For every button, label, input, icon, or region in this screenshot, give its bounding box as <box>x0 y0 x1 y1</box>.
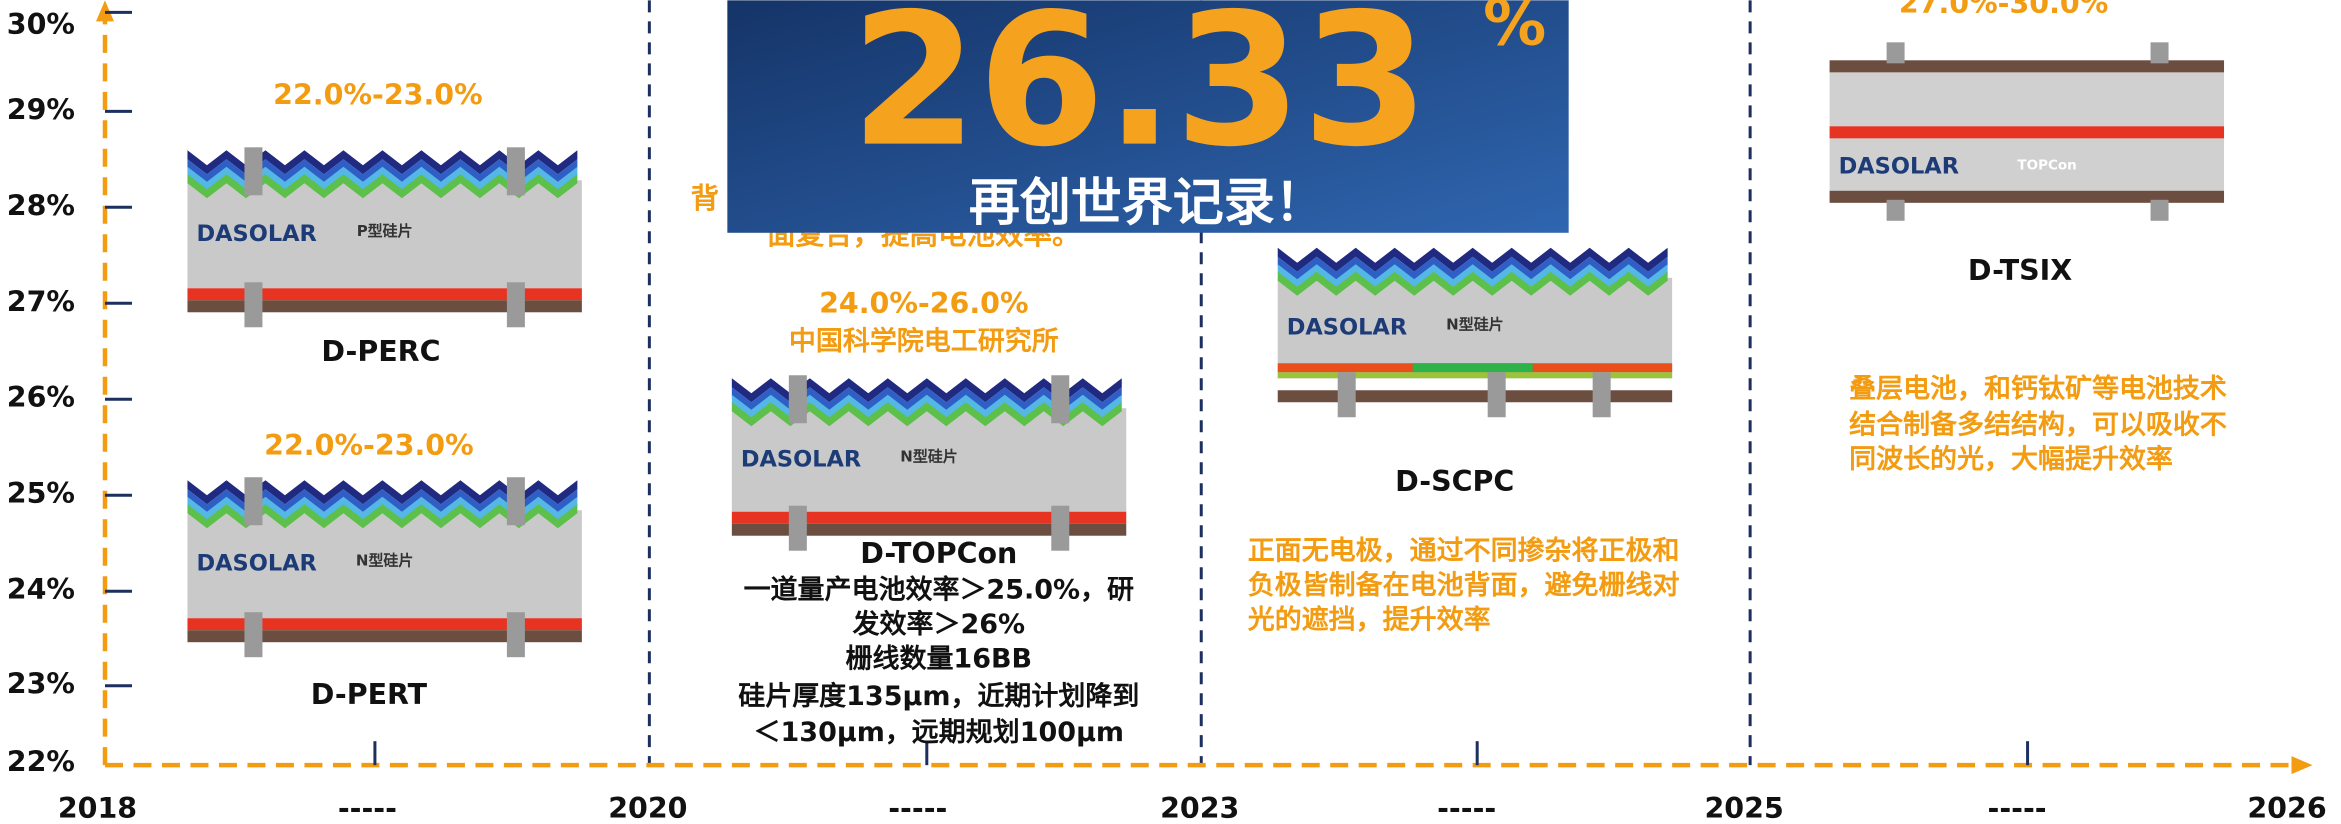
x-tick-label: ----- <box>1988 792 2047 824</box>
contact <box>507 612 525 657</box>
y-tick-label: 29% <box>7 93 75 126</box>
x-tick-label: ----- <box>888 792 947 824</box>
label: 一道量产电池效率＞25.0%，研 <box>744 574 1134 606</box>
x-tick-label: 2025 <box>1704 792 1783 824</box>
label: D-PERT <box>311 678 428 711</box>
contact <box>1887 200 1905 221</box>
cell-layer <box>1413 363 1533 372</box>
x-arrow <box>2292 756 2313 774</box>
contact <box>1051 506 1069 551</box>
y-tick-label: 26% <box>7 381 75 414</box>
contact <box>1338 372 1356 417</box>
cell-wafer-label: N型硅片 <box>900 447 957 465</box>
cell-wafer-label: N型硅片 <box>1446 316 1504 334</box>
label: 硅片厚度135μm，近期计划降到 <box>738 680 1139 712</box>
banner-value: 26.33 <box>850 0 1429 188</box>
banner-unit: % <box>1483 0 1546 59</box>
label: 发效率＞26% <box>852 608 1026 640</box>
label: 22.0%-23.0% <box>273 78 482 111</box>
cell-logo: DASOLAR <box>1839 153 1959 179</box>
x-tick-label: 2018 <box>58 792 137 824</box>
x-tick-label: ----- <box>338 792 397 824</box>
label: 22.0%-23.0% <box>264 429 473 462</box>
label: 中国科学院电工研究所 <box>789 325 1059 357</box>
contact <box>1051 375 1069 423</box>
contact <box>1593 372 1611 417</box>
label: ＜130μm，远期规划100μm <box>754 717 1125 748</box>
cell-logo: DASOLAR <box>196 221 316 247</box>
cell-logo: DASOLAR <box>1287 315 1407 341</box>
x-tick-label: ----- <box>1437 792 1496 824</box>
x-tick-label: 2023 <box>1160 792 1239 824</box>
contact <box>2151 42 2169 63</box>
label: D-TSIX <box>1968 254 2072 287</box>
label: 24.0%-26.0% <box>819 287 1028 320</box>
contact <box>244 147 262 195</box>
label: 栅线数量16BB <box>845 644 1032 675</box>
contact <box>1488 372 1506 417</box>
label: D-PERC <box>321 335 440 368</box>
contact <box>789 375 807 423</box>
cell-logo: DASOLAR <box>196 551 316 577</box>
contact <box>507 282 525 327</box>
contact <box>244 612 262 657</box>
x-tick-label: 2026 <box>2247 792 2326 824</box>
label: 负极皆制备在电池背面，避免栅线对 <box>1248 569 1680 601</box>
y-tick-label: 28% <box>7 189 75 222</box>
y-tick-label: 27% <box>7 285 75 318</box>
contact <box>507 477 525 525</box>
cell-layer <box>1278 390 1672 402</box>
cell-layer <box>1278 372 1672 378</box>
y-tick-label: 24% <box>7 573 75 606</box>
contact <box>244 477 262 525</box>
cell-wafer-label: TOPCon <box>2017 157 2076 173</box>
y-tick-label: 23% <box>7 668 75 701</box>
label: 光的遮挡，提升效率 <box>1247 604 1491 636</box>
label: 27.0%-30.0% <box>1899 0 2108 20</box>
cell-layer <box>1830 126 2224 138</box>
y-tick-label: 30% <box>7 8 75 41</box>
contact <box>244 282 262 327</box>
y-tick-label: 22% <box>7 746 75 779</box>
label: 叠层电池，和钙钛矿等电池技术 <box>1849 373 2227 405</box>
cell-wafer-label: N型硅片 <box>356 552 414 570</box>
label: 正面无电极，通过不同掺杂将正极和 <box>1248 535 1680 567</box>
cell-wafer-label: P型硅片 <box>357 222 413 240</box>
label: 结合制备多结结构，可以吸收不 <box>1849 409 2227 441</box>
note: 背 <box>691 182 719 215</box>
contact <box>789 506 807 551</box>
label: D-TOPCon <box>860 537 1017 570</box>
label: D-SCPC <box>1395 465 1514 498</box>
x-tick-label: 2020 <box>608 792 687 824</box>
y-tick-label: 25% <box>7 477 75 510</box>
contact <box>507 147 525 195</box>
contact <box>1887 42 1905 63</box>
label: 同波长的光，大幅提升效率 <box>1849 443 2173 475</box>
slide: 30% 29% 28% 27% 26% 25% 24% 23% 22% 2018 ----- 2020… <box>0 0 2341 824</box>
banner-caption: 再创世界记录！ <box>969 174 1326 233</box>
contact <box>2151 200 2169 221</box>
cell-logo: DASOLAR <box>741 446 861 472</box>
